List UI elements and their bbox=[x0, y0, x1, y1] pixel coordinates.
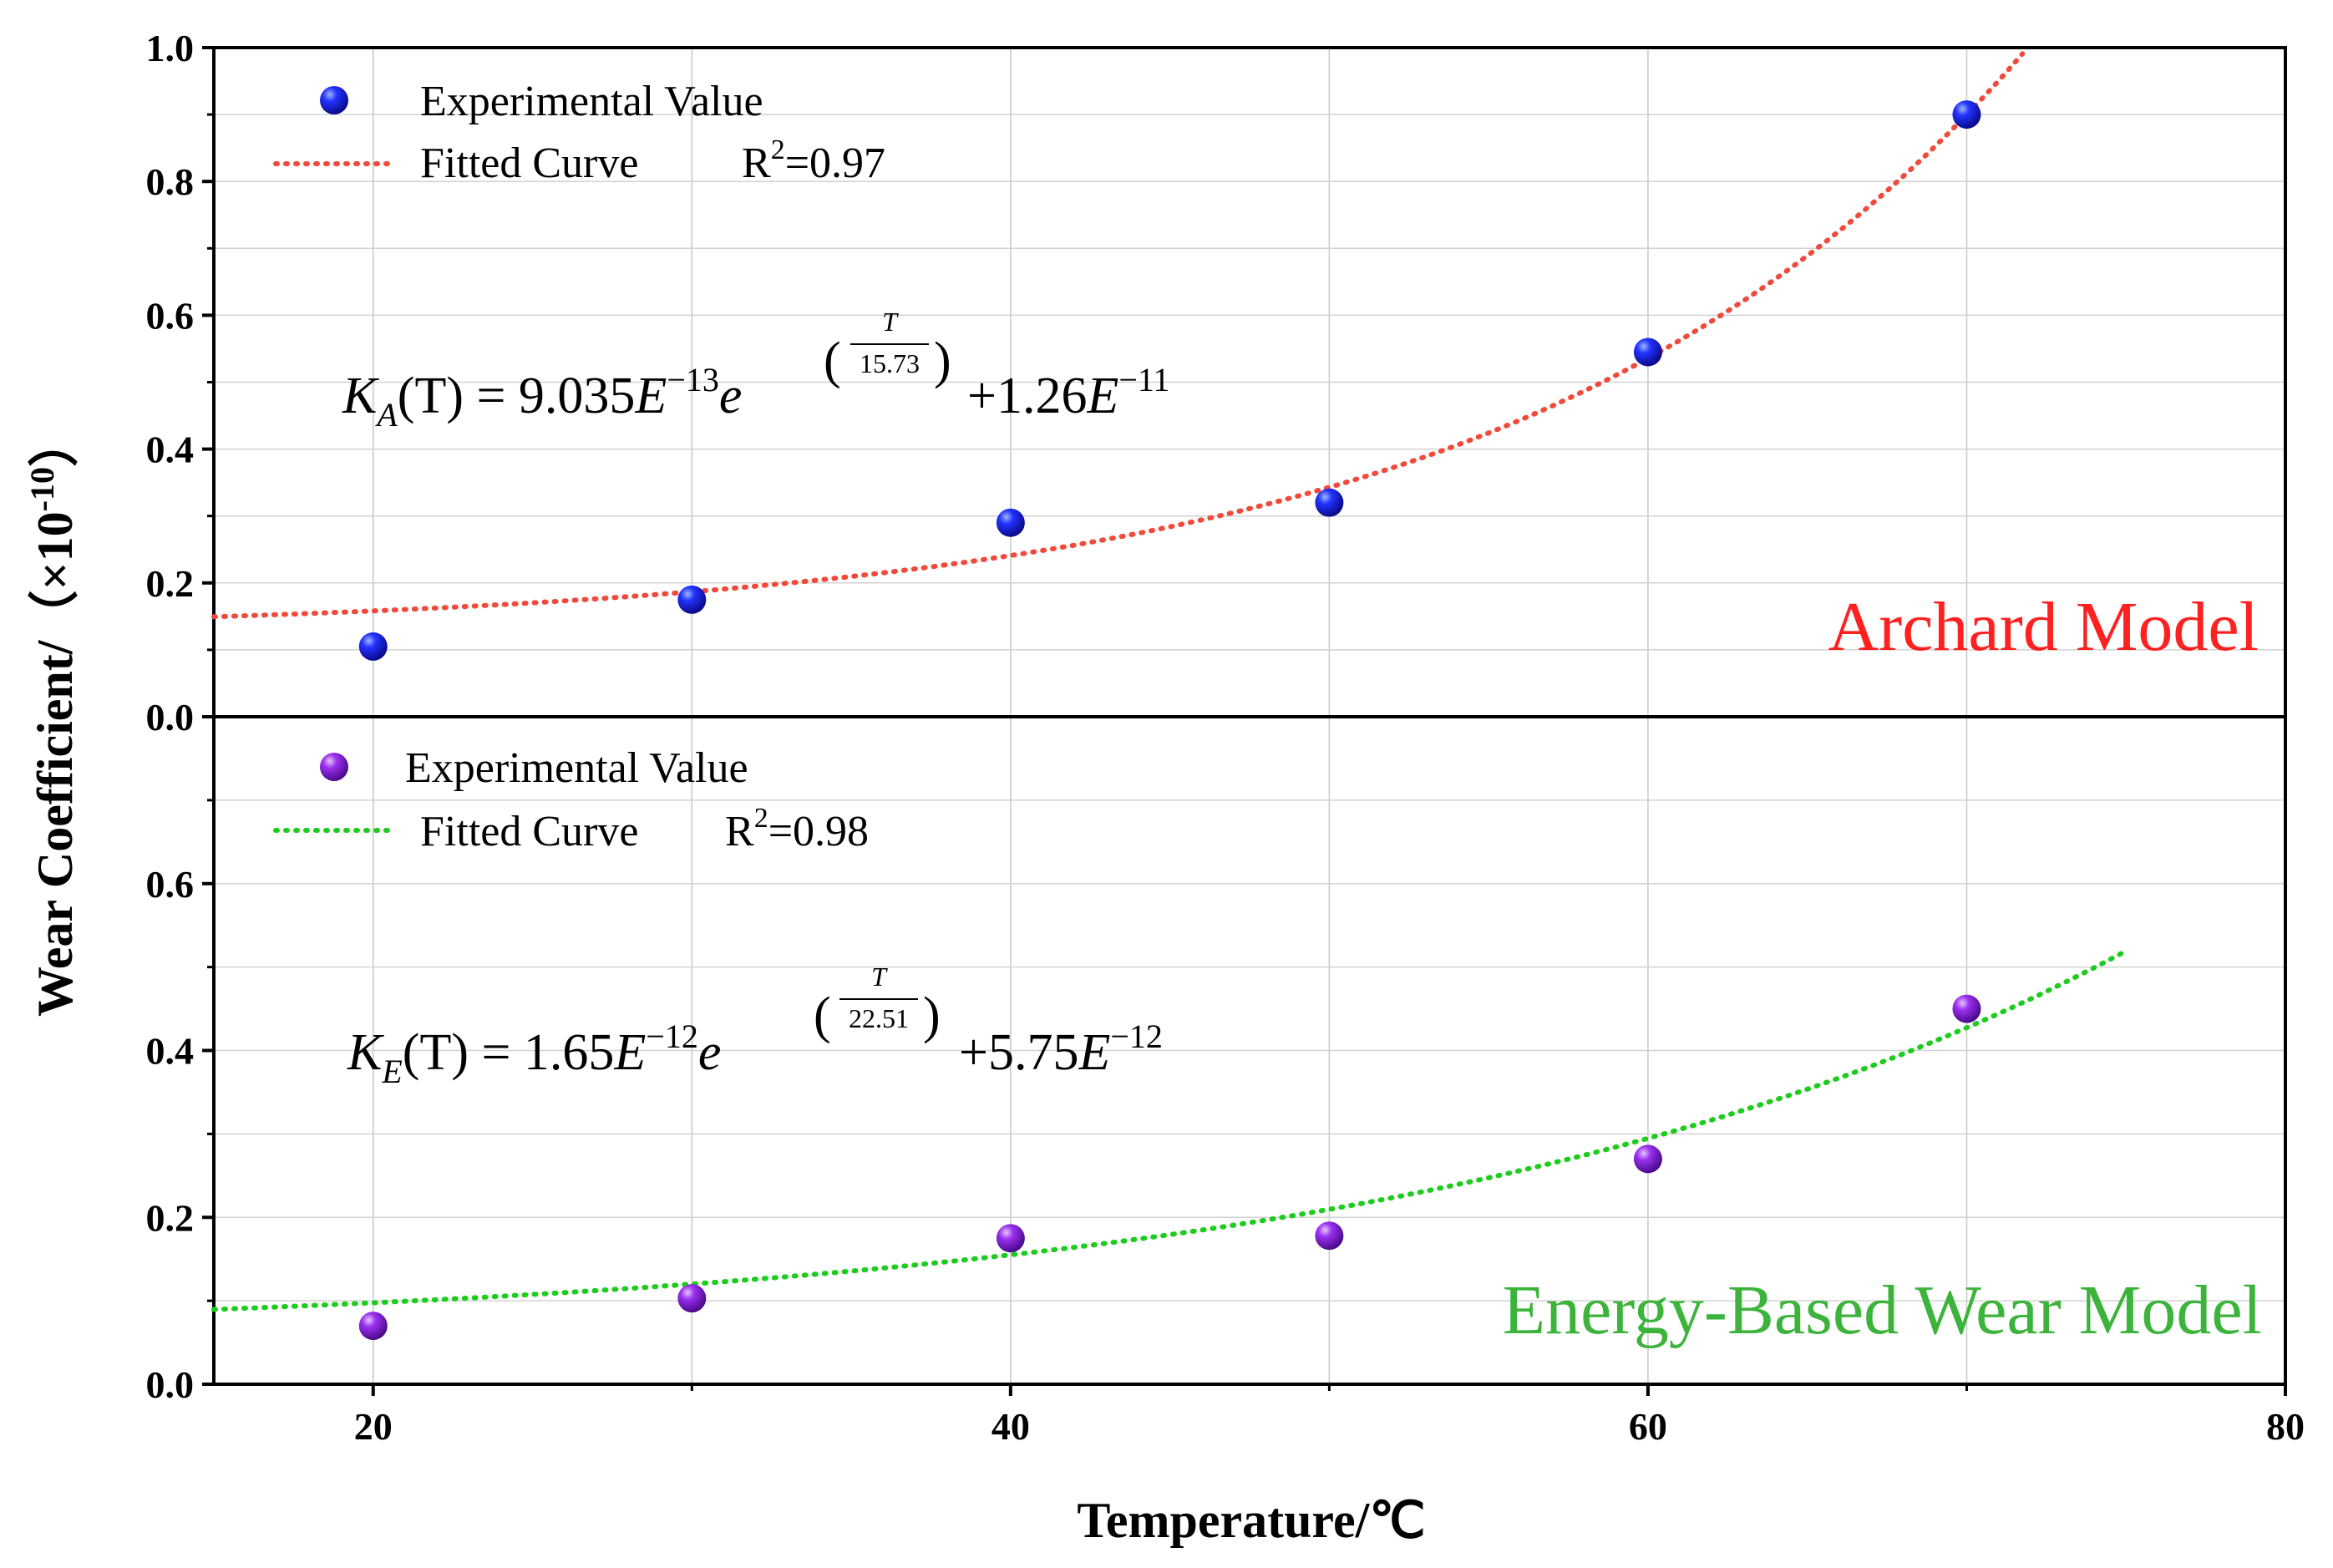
top-data-point bbox=[1952, 100, 1981, 129]
bottom-r2-R: R bbox=[725, 808, 754, 855]
y-axis-title: Wear Coefficient/（×10-10） bbox=[23, 417, 83, 1017]
bottom-legend-experimental-label: Experimental Value bbox=[405, 744, 748, 792]
top-r2-sup: 2 bbox=[771, 134, 785, 165]
bottom-eq-frac-num: T bbox=[871, 962, 888, 992]
axis-ticks: 0.0 0.2 0.4 0.6 0.8 1.0 0.0 0.2 0.4 0.6 20 40 60 80 bbox=[146, 27, 2305, 1448]
bottom-legend: Experimental Value Fitted Curve R2=0.98 bbox=[273, 744, 869, 855]
xtick-label: 60 bbox=[1629, 1405, 1667, 1448]
bottom-r2-sup: 2 bbox=[754, 803, 768, 834]
y-axis-title-main: Wear Coefficient/（×10 bbox=[27, 511, 83, 1017]
top-eq-paren-open: ( bbox=[824, 332, 841, 389]
bottom-ytick-label: 0.4 bbox=[146, 1030, 195, 1073]
bottom-legend-marker bbox=[320, 753, 348, 781]
bottom-equation: KE(T) = 1.65E−12e ( T 22.51 ) +5.75E−12 bbox=[347, 962, 1163, 1090]
top-data-point bbox=[677, 585, 707, 614]
top-legend-r2: R2=0.97 bbox=[742, 134, 885, 187]
top-legend-experimental-label: Experimental Value bbox=[420, 78, 763, 125]
top-fitted-curve bbox=[211, 51, 2026, 620]
bottom-fitted-curve bbox=[211, 948, 2129, 1312]
top-r2-value: =0.97 bbox=[785, 140, 885, 187]
top-legend-marker bbox=[320, 86, 348, 114]
top-eq-frac-den: 15.73 bbox=[860, 348, 920, 378]
bottom-eq-paren-open: ( bbox=[814, 987, 831, 1044]
top-ytick-label: 0.2 bbox=[146, 562, 195, 605]
top-data-point bbox=[1633, 337, 1662, 367]
top-data-point bbox=[1315, 488, 1344, 517]
bottom-r2-value: =0.98 bbox=[768, 808, 869, 855]
data-points bbox=[358, 100, 1981, 1341]
bottom-data-point bbox=[358, 1312, 388, 1341]
bottom-eq-part1: KE(T) = 1.65E−12e bbox=[347, 1017, 721, 1090]
bottom-data-point bbox=[996, 1224, 1025, 1253]
top-legend-fitted-label: Fitted Curve bbox=[420, 140, 638, 187]
top-eq-paren-close: ) bbox=[934, 332, 951, 389]
top-eq-frac-num: T bbox=[882, 307, 899, 337]
top-data-point bbox=[996, 508, 1025, 537]
top-equation: KA(T) = 9.035E−13e ( T 15.73 ) +1.26E−11 bbox=[342, 307, 1169, 434]
top-eq-part2: +1.26E−11 bbox=[967, 361, 1169, 424]
top-ytick-label: 1.0 bbox=[146, 27, 195, 69]
xtick-label: 80 bbox=[2266, 1405, 2305, 1448]
bottom-ytick-label: 0.0 bbox=[146, 1363, 195, 1406]
bottom-eq-frac-den: 22.51 bbox=[849, 1003, 909, 1033]
top-ytick-label: 0.6 bbox=[146, 294, 195, 337]
top-ytick-label: 0.8 bbox=[146, 160, 195, 203]
y-axis-title-exponent: -10 bbox=[23, 467, 61, 511]
bottom-legend-r2: R2=0.98 bbox=[725, 803, 869, 855]
top-model-label: Archard Model bbox=[1828, 588, 2259, 666]
bottom-data-point bbox=[1633, 1144, 1662, 1174]
bottom-data-point bbox=[1315, 1221, 1344, 1251]
bottom-data-point bbox=[677, 1284, 707, 1313]
bottom-model-label: Energy-Based Wear Model bbox=[1503, 1271, 2262, 1349]
xtick-label: 20 bbox=[354, 1405, 393, 1448]
xtick-label: 40 bbox=[992, 1405, 1030, 1448]
bottom-ytick-label: 0.6 bbox=[146, 863, 195, 906]
bottom-eq-part2: +5.75E−12 bbox=[959, 1017, 1163, 1081]
top-data-point bbox=[358, 632, 388, 661]
top-eq-part1: KA(T) = 9.035E−13e bbox=[342, 361, 742, 434]
bottom-data-point bbox=[1952, 994, 1981, 1023]
bottom-ytick-label: 0.2 bbox=[146, 1196, 195, 1239]
y-axis-title-close: ） bbox=[27, 417, 83, 467]
bottom-legend-fitted-label: Fitted Curve bbox=[420, 808, 638, 855]
x-axis-title: Temperature/℃ bbox=[1077, 1493, 1425, 1548]
top-ytick-label: 0.0 bbox=[146, 696, 195, 738]
top-ytick-label: 0.4 bbox=[146, 429, 195, 471]
fitted-curves bbox=[211, 51, 2129, 1312]
top-r2-R: R bbox=[742, 140, 771, 187]
top-legend: Experimental Value Fitted Curve R2=0.97 bbox=[273, 78, 885, 187]
grid-lines bbox=[214, 48, 2285, 1384]
bottom-eq-paren-close: ) bbox=[923, 987, 941, 1044]
